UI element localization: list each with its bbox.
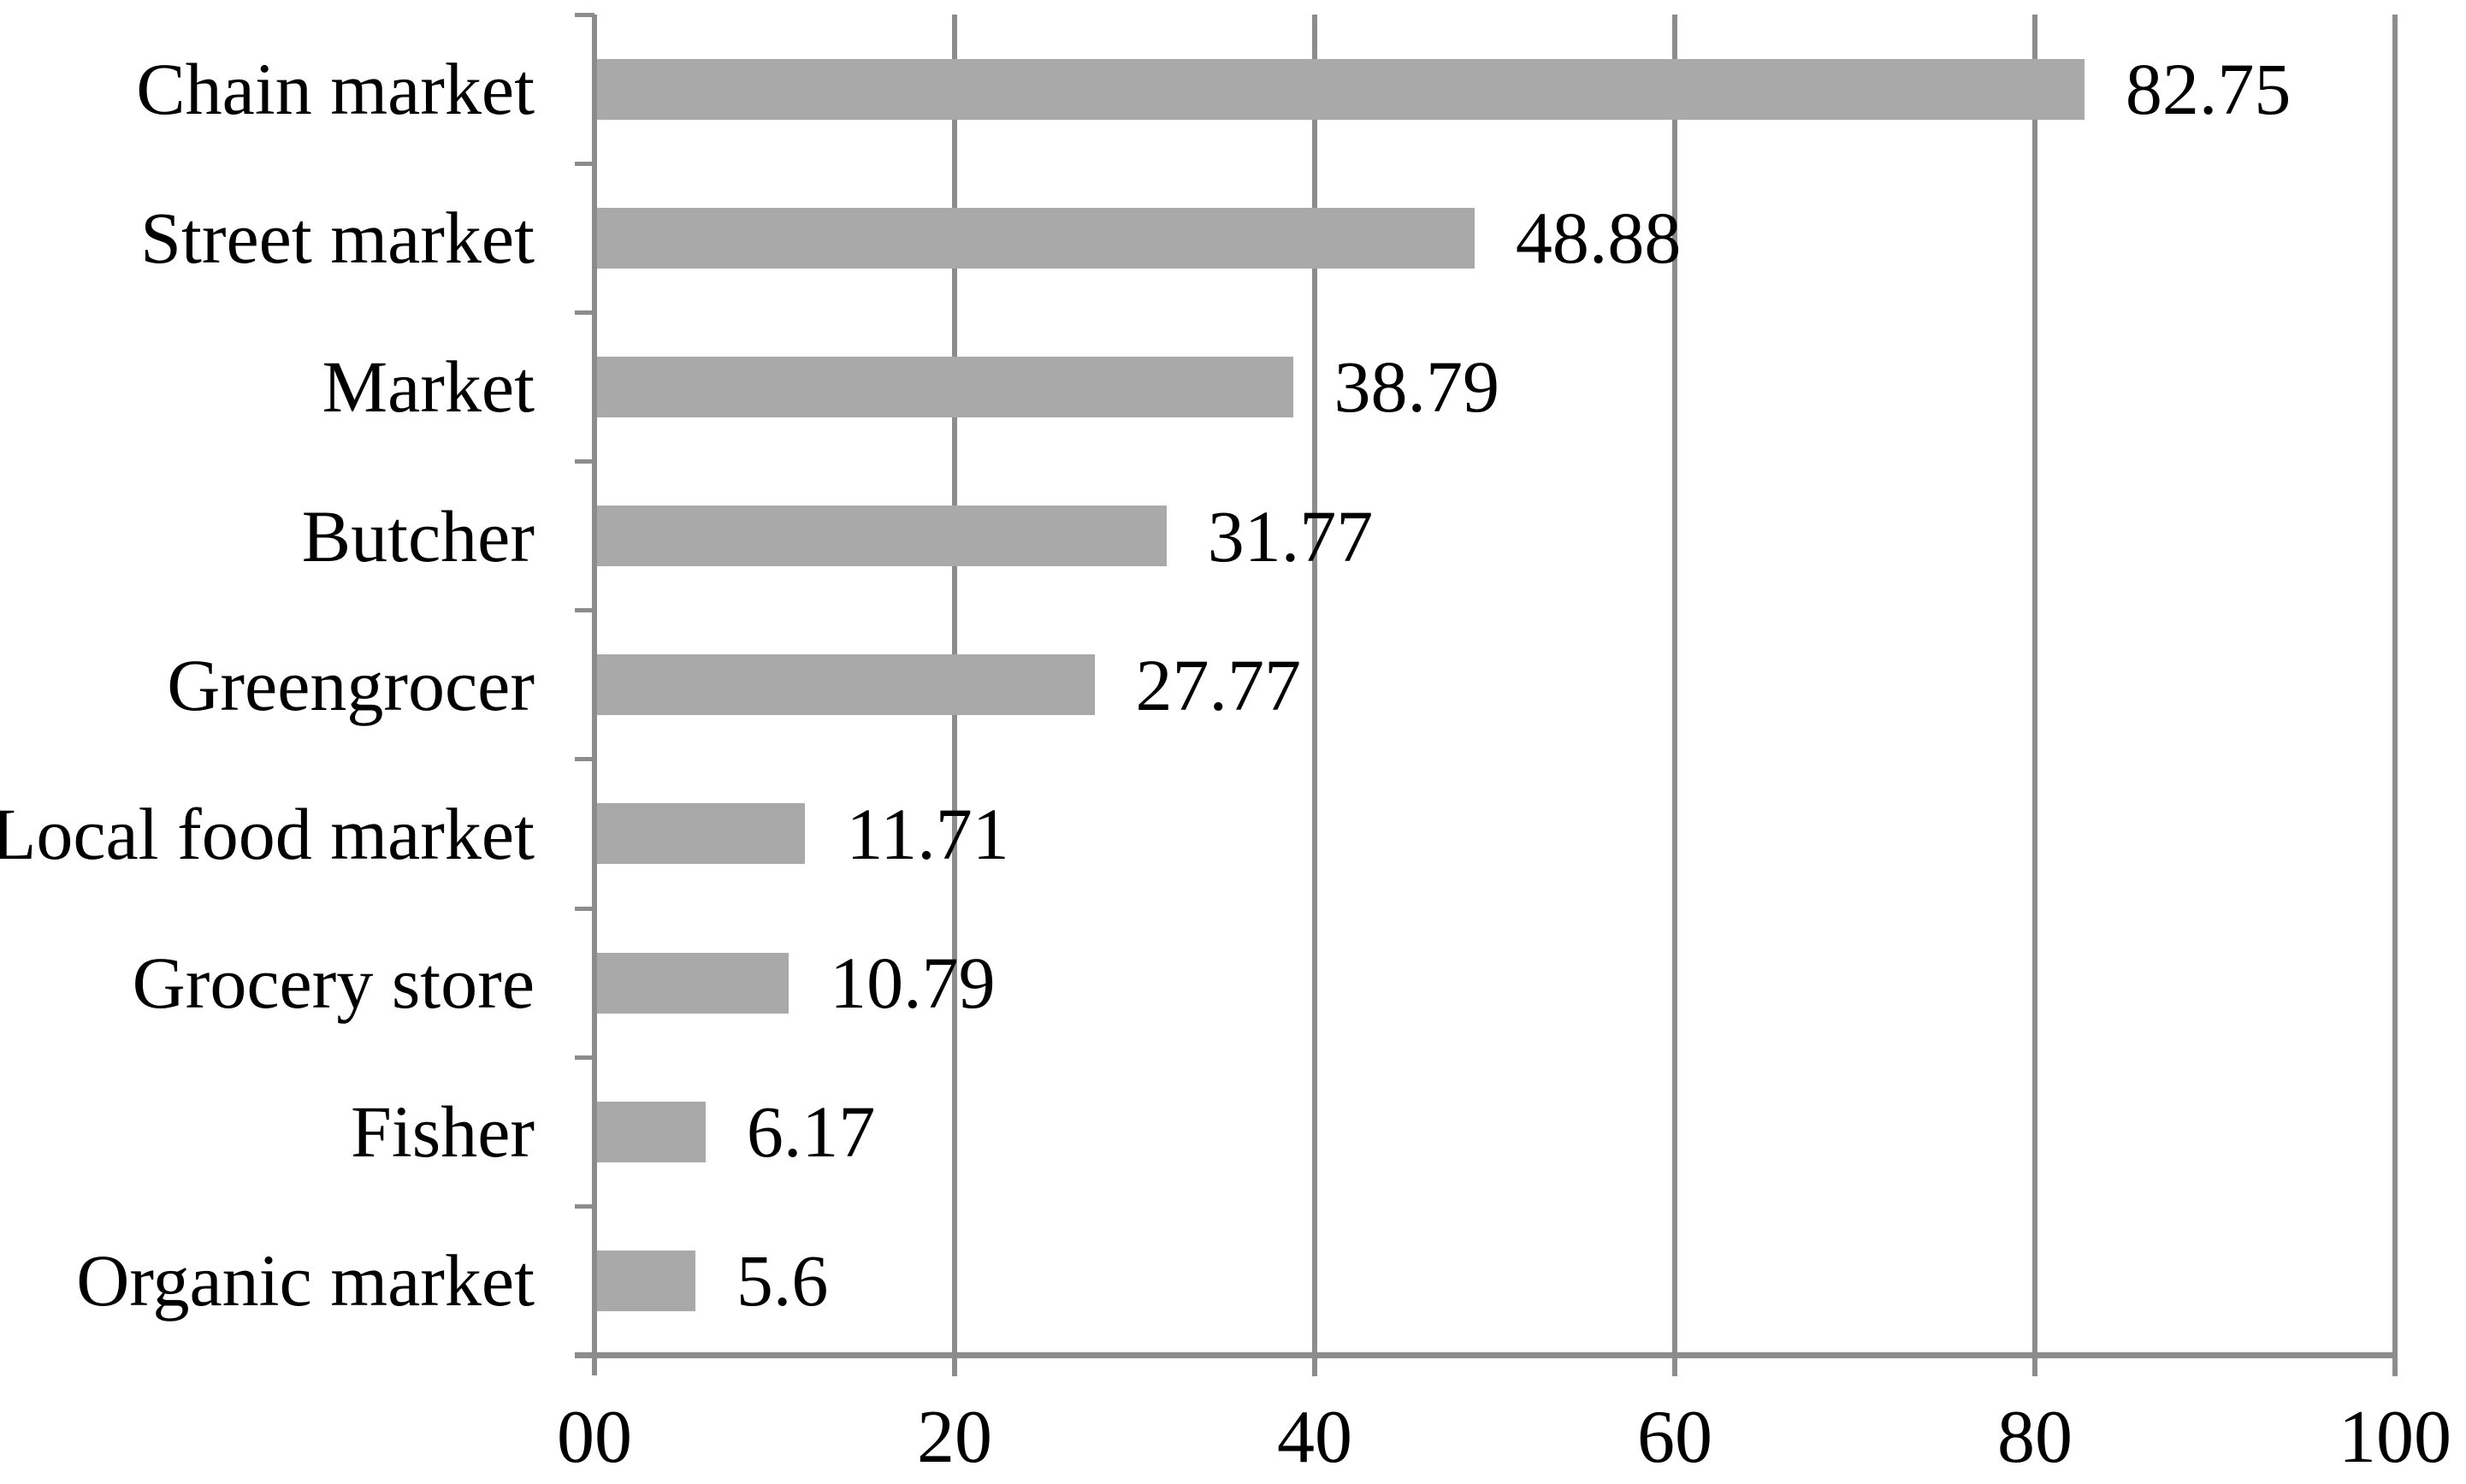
y-axis-tick — [575, 906, 594, 911]
bar-local-food-market — [594, 803, 806, 865]
bar-street-market — [594, 207, 1475, 269]
bar-butcher — [594, 506, 1167, 567]
y-axis-line — [592, 15, 597, 1375]
bar-market — [594, 356, 1293, 417]
y-axis-tick — [575, 757, 594, 762]
category-label: Street market — [140, 197, 535, 280]
x-tick-label: 20 — [917, 1395, 992, 1479]
value-label: 38.79 — [1334, 346, 1500, 429]
category-label: Chain market — [136, 48, 535, 131]
category-label: Local food market — [0, 792, 535, 875]
x-tick-label: 60 — [1637, 1395, 1712, 1479]
gridline-x-40 — [1312, 15, 1317, 1376]
x-tick-label: 40 — [1277, 1395, 1352, 1479]
value-label: 10.79 — [830, 942, 996, 1025]
x-tick-label: 00 — [557, 1395, 632, 1479]
x-tick-label: 80 — [1997, 1395, 2073, 1479]
y-axis-tick — [575, 1203, 594, 1209]
value-label: 27.77 — [1135, 643, 1302, 726]
value-label: 5.6 — [736, 1239, 829, 1322]
category-label: Grocery store — [132, 942, 535, 1025]
category-label: Organic market — [76, 1239, 535, 1322]
bar-chain-market — [594, 58, 2085, 120]
category-label: Greengrocer — [167, 643, 535, 726]
category-label: Market — [322, 346, 535, 429]
x-axis-line — [575, 1352, 2398, 1358]
bar-grocery-store — [594, 952, 789, 1014]
gridline-x-60 — [1672, 15, 1677, 1376]
value-label: 11.71 — [846, 792, 1009, 875]
x-tick-label: 100 — [2339, 1395, 2451, 1479]
value-label: 6.17 — [746, 1091, 876, 1174]
gridline-x-80 — [2032, 15, 2037, 1376]
y-axis-tick — [575, 608, 594, 613]
value-label: 31.77 — [1207, 494, 1374, 577]
gridline-x-100 — [2392, 15, 2398, 1376]
category-label: Butcher — [301, 494, 535, 577]
y-axis-tick — [575, 310, 594, 315]
y-axis-tick — [575, 1055, 594, 1060]
y-axis-tick — [575, 12, 594, 17]
bar-fisher — [594, 1101, 706, 1162]
value-label: 48.88 — [1515, 197, 1682, 280]
y-axis-tick — [575, 161, 594, 166]
y-axis-tick — [575, 459, 594, 464]
bar-greengrocer — [594, 654, 1095, 716]
category-label: Fisher — [351, 1091, 535, 1174]
bar-organic-market — [594, 1250, 695, 1311]
value-label: 82.75 — [2125, 48, 2292, 131]
